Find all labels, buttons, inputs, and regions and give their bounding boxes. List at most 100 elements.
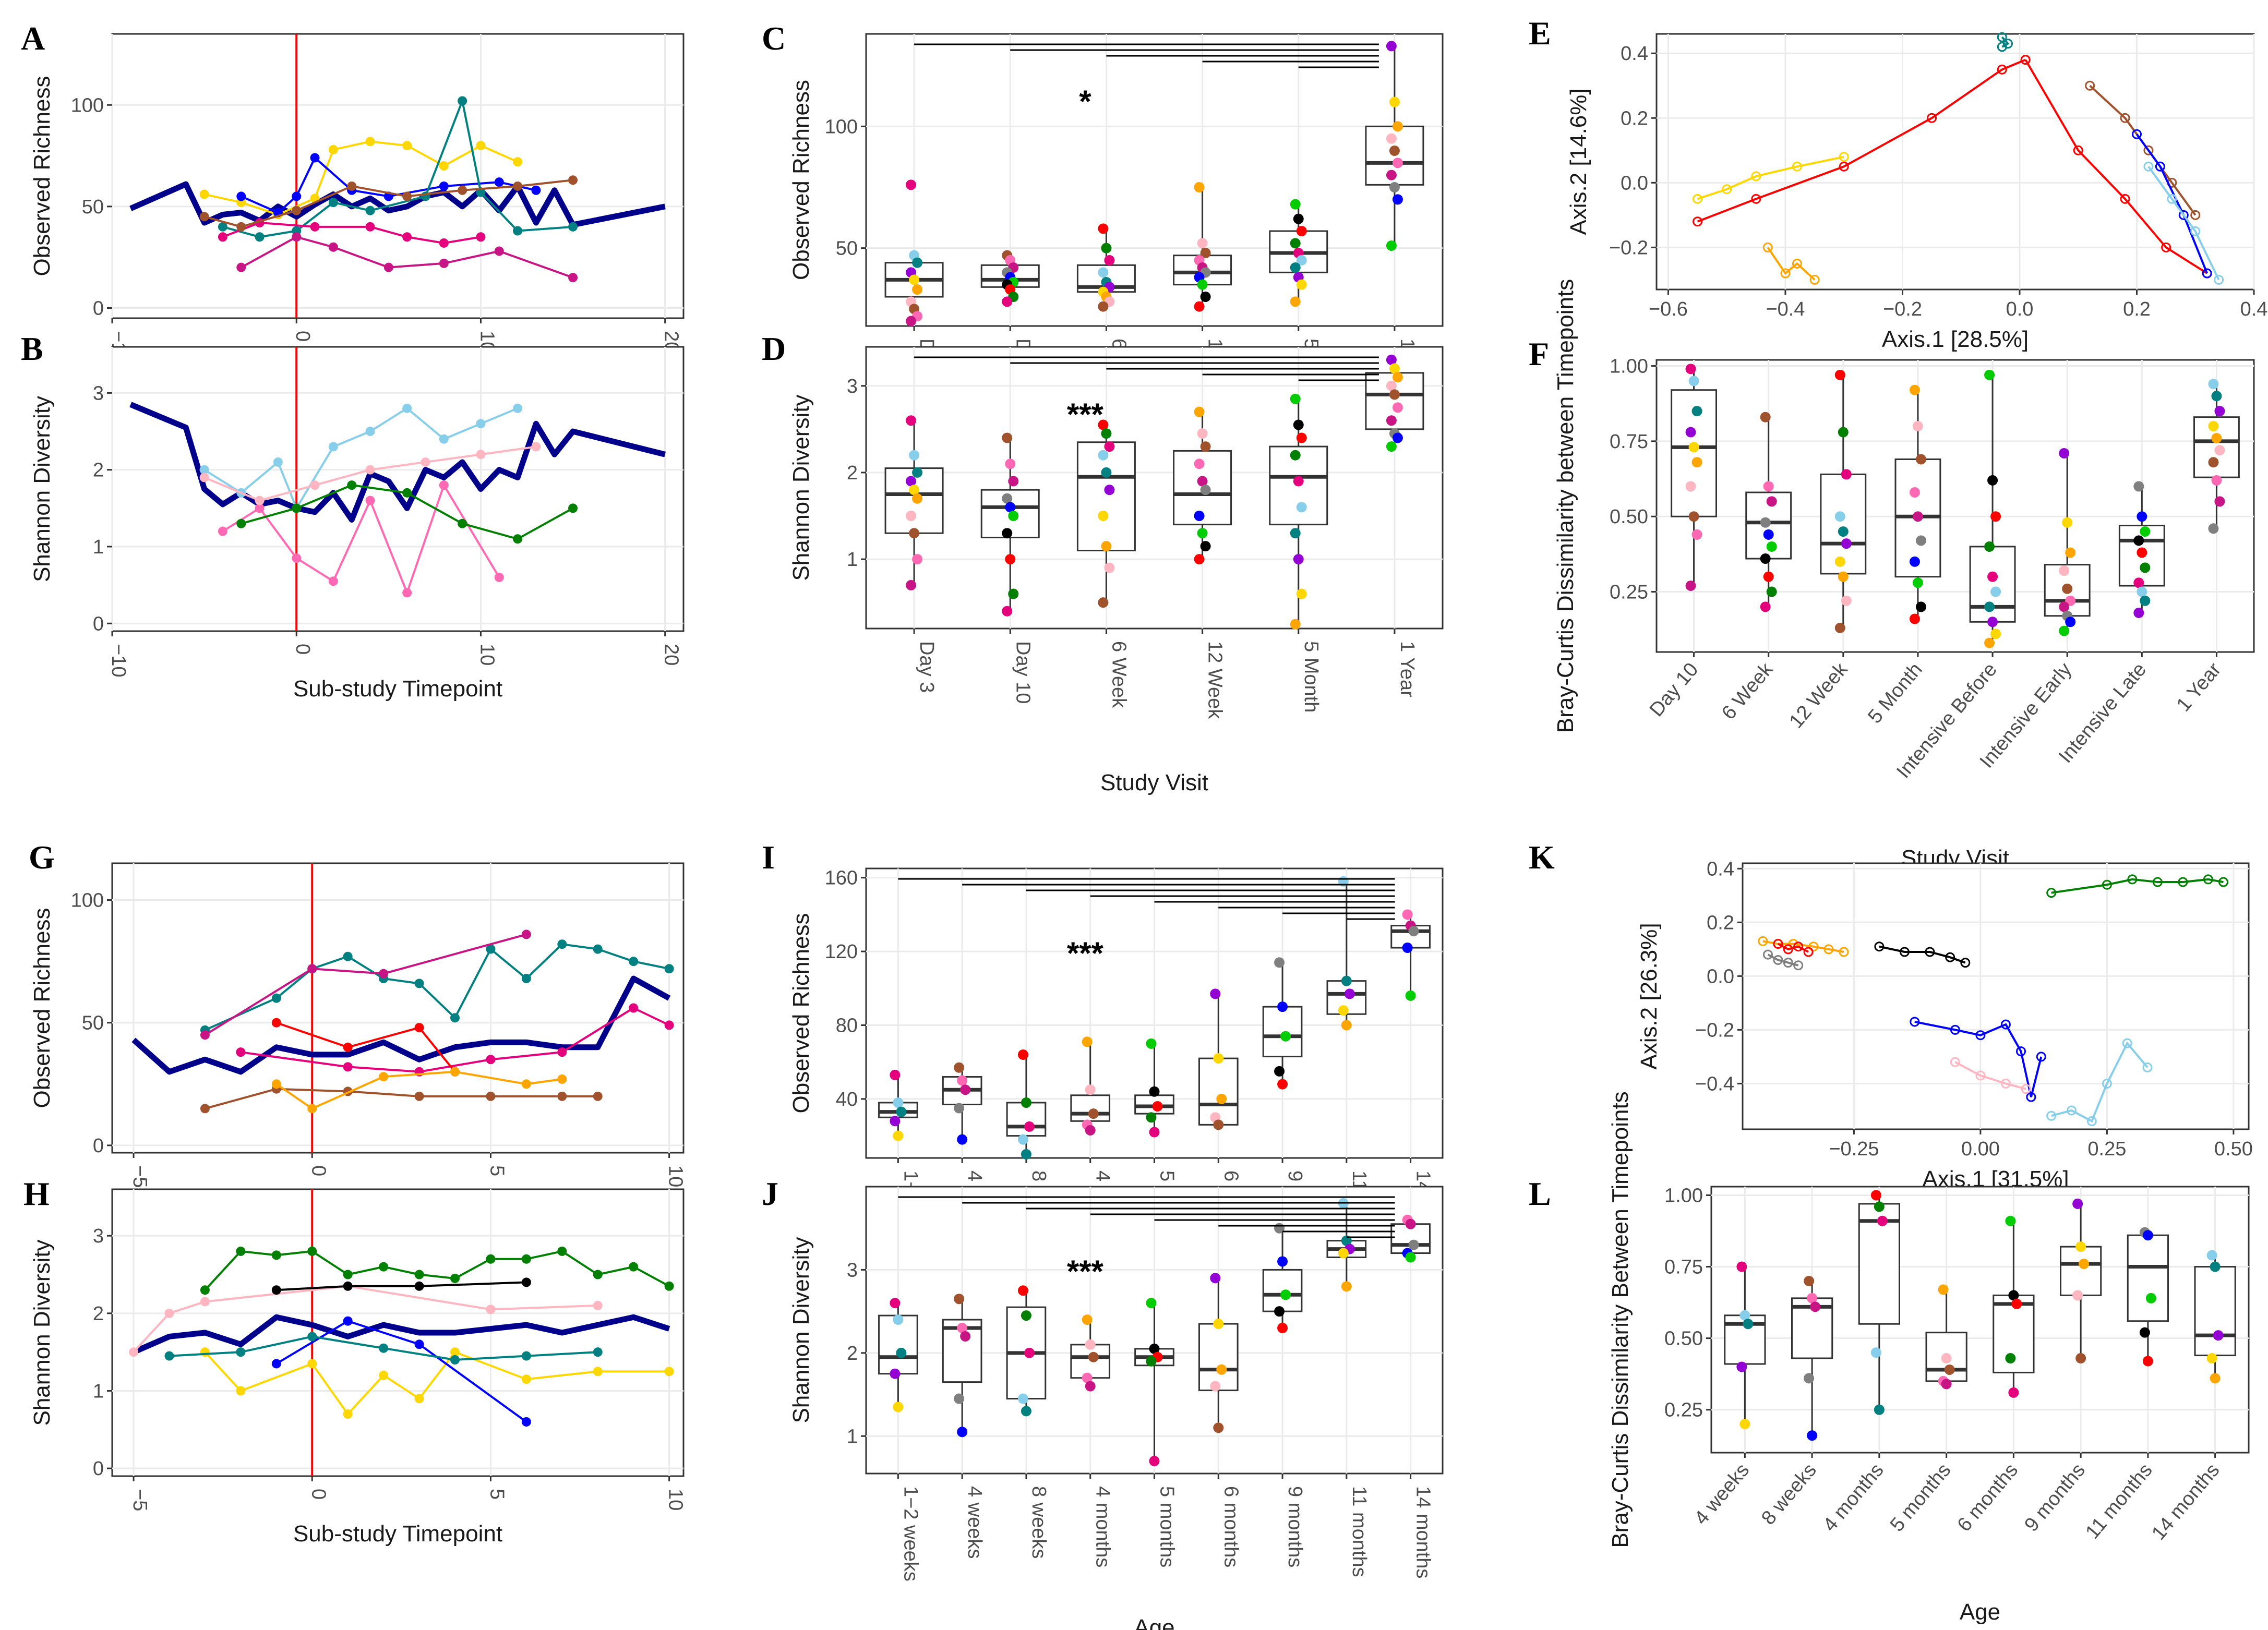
panel-i-data-point [1405, 990, 1416, 1001]
panel-letter-d: D [762, 330, 786, 367]
panel-g-ytick-label: 100 [71, 890, 104, 912]
panel-l-data-point [1739, 1419, 1750, 1430]
panel-b-xtick-label: 20 [661, 644, 682, 666]
panel-c-data-point [1098, 223, 1109, 234]
panel-l-data-point [2206, 1353, 2217, 1364]
panel-b-data-point [439, 480, 449, 490]
panel-c-data-point [1392, 158, 1403, 168]
panel-l-box [2127, 1234, 2169, 1322]
panel-a-data-point [568, 273, 578, 283]
panel-a-data-point [513, 226, 523, 236]
panel-g-data-point [664, 964, 674, 974]
panel-i-data-point [1149, 1086, 1160, 1097]
panel-g-data-point [486, 1091, 496, 1101]
panel-c-data-point [1104, 255, 1115, 265]
panel-k-ordination-point [1975, 1030, 1986, 1041]
panel-d-data-point [1296, 502, 1307, 513]
panel-f-data-point [1912, 421, 1923, 432]
panel-h-data-point [629, 1262, 639, 1272]
panel-a-xtick-label: 0 [292, 331, 314, 342]
panel-a-ytick-label: 100 [71, 94, 104, 116]
panel-d-data-point [1386, 415, 1397, 426]
panel-e-ytick-label: 0.0 [1621, 172, 1648, 194]
panel-k-ordination-point [2122, 1038, 2132, 1048]
panel-l-ytick-label: 0.25 [1664, 1399, 1703, 1421]
panel-f-data-point [1984, 601, 1995, 612]
panel-c-data-point [1101, 243, 1112, 253]
panel-j-data-point [957, 1323, 968, 1334]
panel-f-data-point [2140, 562, 2151, 573]
panel-d-data-point [1098, 450, 1109, 461]
panel-a-data-point [439, 258, 449, 268]
panel-g-data-point [414, 979, 424, 988]
panel-a-data-point [328, 144, 338, 154]
panel-i-data-point [1274, 1066, 1285, 1077]
panel-g-data-point [343, 1042, 353, 1052]
panel-g-data-point [343, 1062, 353, 1072]
panel-l-data-point [1804, 1275, 1815, 1286]
panel-e-ordination-point [2190, 210, 2201, 220]
panel-f-data-point [1841, 538, 1852, 549]
panel-c-data-point [1389, 96, 1400, 107]
panel-d-data-point [1101, 467, 1112, 478]
panel-g-ytick-label: 50 [82, 1012, 104, 1034]
panel-f-data-point [1915, 601, 1926, 612]
panel-a-data-point [568, 222, 578, 232]
panel-j-category-label: 1−2 weeks [899, 1486, 921, 1581]
panel-d-data-point [1392, 372, 1403, 383]
panel-j-data-point [1146, 1356, 1157, 1367]
panel-a-data-point [236, 191, 246, 201]
panel-f-data-point [2133, 535, 2144, 546]
panel-a-data-point [199, 212, 209, 222]
panel-f-data-point [1987, 475, 1998, 486]
panel-e-ordination-point [1780, 268, 1791, 279]
panel-a-data-point [218, 232, 227, 242]
panel-a-data-point [292, 232, 302, 242]
panel-j-data-point [1024, 1347, 1035, 1358]
panel-j-data-point [1082, 1314, 1093, 1325]
panel-c-data-point [909, 274, 920, 285]
panel-f-data-point [1834, 556, 1845, 567]
panel-k-ordination-point [1899, 947, 1910, 957]
panel-g-data-point [236, 1047, 246, 1057]
panel-h-xtick-label: 10 [665, 1489, 687, 1511]
panel-j-data-point [1021, 1406, 1031, 1417]
panel-e-ordination-point [2143, 161, 2154, 172]
panel-e-ordination-point [1751, 171, 1761, 182]
panel-e-xtick-label: 0.0 [2006, 298, 2034, 320]
panel-i-ytick-label: 80 [836, 1015, 858, 1036]
panel-h-x-axis-label: Sub-study Timepoint [293, 1521, 502, 1547]
panel-d-data-point [1386, 380, 1397, 391]
panel-d-data-point [1386, 354, 1397, 365]
panel-h-data-point [271, 1359, 281, 1369]
panel-c-data-point [1386, 240, 1397, 251]
panel-k-trajectory-line [1914, 1020, 2043, 1097]
panel-k-ordination-point [1763, 949, 1773, 960]
panel-i-data-point [954, 1103, 965, 1114]
panel-k-ordination-point [2026, 1092, 2036, 1102]
panel-f-data-point [2211, 475, 2222, 486]
panel-c-significance-label: * [1079, 84, 1091, 119]
panel-d-data-point [1197, 476, 1208, 487]
panel-f-data-point [1766, 541, 1777, 552]
panel-d-data-point [1098, 511, 1109, 521]
panel-d-data-point [1296, 588, 1307, 599]
panel-b-data-point [439, 434, 449, 444]
panel-f-data-point [2059, 625, 2070, 636]
panel-f-data-point [1912, 511, 1923, 522]
panel-l-data-point [2079, 1259, 2090, 1270]
panel-e-xtick-label: −0.2 [1883, 298, 1922, 320]
panel-e-ordination-point [2202, 268, 2212, 279]
panel-f-data-point [2137, 547, 2147, 558]
panel-i-data-point [1341, 1020, 1352, 1031]
panel-j-data-point [893, 1402, 904, 1412]
panel-d-data-point [1101, 541, 1112, 552]
panel-d-data-point [1293, 419, 1304, 430]
panel-i-y-axis-label: Observed Richness [788, 913, 814, 1114]
panel-i-data-point [890, 1116, 901, 1127]
panel-h-xtick-label: 5 [486, 1489, 508, 1500]
chart-panels: −1001020050100Observed Richness−10010200… [29, 32, 2267, 1630]
panel-g-data-point [271, 993, 281, 1003]
panel-d-data-point [909, 485, 920, 496]
panel-a-data-point [476, 232, 486, 242]
